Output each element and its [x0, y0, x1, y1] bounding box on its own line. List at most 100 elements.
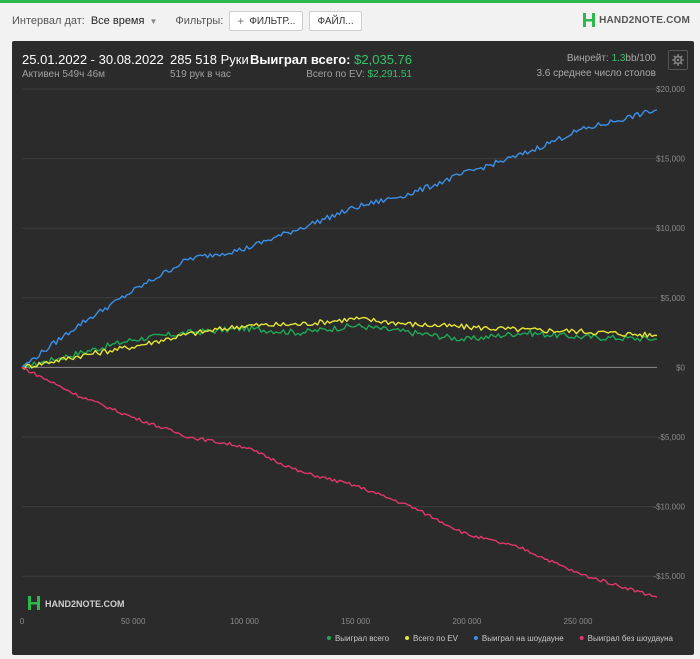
brand-logo: HAND2NOTE.COM	[583, 13, 690, 27]
data-point	[133, 417, 134, 418]
ev-total-value: $2,291.51	[367, 69, 413, 80]
gear-icon	[672, 54, 684, 66]
legend-marker	[326, 636, 331, 640]
data-point	[133, 339, 134, 340]
filter-button[interactable]: + ФИЛЬТР...	[229, 11, 304, 31]
data-point	[188, 258, 189, 259]
date-interval-label: Интервал дат:	[12, 15, 85, 27]
data-point	[656, 338, 657, 339]
series-line-1	[21, 323, 658, 369]
data-point	[299, 332, 300, 333]
data-point	[77, 325, 78, 326]
hands-per-hour: 519 рук в час	[170, 69, 231, 80]
data-point	[411, 332, 412, 333]
data-point	[466, 534, 467, 535]
won-total-label: Выиграл всего:	[249, 52, 351, 67]
won-total-value: $2,035.76	[354, 52, 412, 67]
legend-label: Всего по EV	[413, 634, 459, 643]
chevron-down-icon: ▼	[149, 16, 158, 26]
data-point	[466, 172, 467, 173]
data-point	[466, 326, 467, 327]
data-point	[656, 335, 657, 336]
winrate-unit: bb/100	[625, 53, 656, 64]
data-point	[244, 325, 245, 326]
data-point	[133, 290, 134, 291]
legend-marker	[405, 636, 410, 640]
data-point	[299, 471, 300, 472]
y-tick-label: $5,000	[661, 294, 686, 303]
data-point	[411, 193, 412, 194]
date-range: 25.01.2022 - 30.08.2022	[22, 52, 164, 67]
data-point	[355, 325, 356, 326]
active-time: Активен 549ч 46м	[22, 69, 106, 80]
x-tick-label: 50 000	[121, 617, 146, 626]
data-point	[577, 130, 578, 131]
y-tick-label: $10,000	[656, 224, 685, 233]
data-point	[656, 109, 657, 110]
winrate: Винрейт: 1.3bb/100	[567, 53, 656, 64]
data-point	[77, 395, 78, 396]
legend-label: Выиграл без шоудауна	[588, 634, 674, 643]
data-point	[299, 228, 300, 229]
legend-label: Выиграл на шоудауне	[482, 634, 564, 643]
x-tick-label: 0	[20, 617, 25, 626]
data-point	[522, 154, 523, 155]
series-line-3	[21, 109, 658, 369]
data-point	[355, 207, 356, 208]
legend-label: Выиграл всего	[335, 634, 390, 643]
series-line-2	[21, 316, 658, 370]
watermark-text: HAND2NOTE.COM	[45, 599, 125, 609]
brand-logo-text: HAND2NOTE.COM	[599, 14, 690, 26]
filters-label: Фильтры:	[175, 15, 224, 27]
data-point	[411, 506, 412, 507]
y-tick-label: -$5,000	[658, 433, 686, 442]
data-point	[77, 353, 78, 354]
data-point	[188, 333, 189, 334]
data-point	[522, 332, 523, 333]
file-button[interactable]: ФАЙЛ...	[309, 11, 362, 31]
data-point	[522, 548, 523, 549]
watermark-logo: HAND2NOTE.COM	[28, 596, 125, 610]
ev-total-label: Всего по EV:	[306, 69, 365, 80]
winrate-value: 1.3	[611, 53, 626, 64]
x-tick-label: 150 000	[341, 617, 370, 626]
data-point	[522, 329, 523, 330]
data-point	[77, 356, 78, 357]
data-point	[299, 324, 300, 325]
ev-total: Всего по EV: $2,291.51	[306, 69, 412, 80]
data-point	[188, 436, 189, 437]
hands-count: 285 518 Руки	[170, 52, 249, 67]
x-tick-label: 200 000	[452, 617, 481, 626]
data-point	[244, 248, 245, 249]
x-tick-label: 250 000	[564, 617, 593, 626]
data-point	[411, 324, 412, 325]
plus-icon: +	[237, 14, 245, 28]
data-point	[355, 485, 356, 486]
avg-tables: 3.6 среднее число столов	[536, 68, 656, 79]
y-tick-label: $20,000	[656, 85, 685, 94]
y-tick-label: -$15,000	[653, 572, 685, 581]
date-interval-dropdown[interactable]: Все время ▼	[91, 15, 158, 27]
series-line-4	[21, 366, 658, 598]
profit-chart: $20,000 $15,000 $10,000 $5,000 $0 -$5,000 -$10…	[20, 85, 686, 643]
data-point	[466, 339, 467, 340]
data-point	[577, 336, 578, 337]
winrate-label: Винрейт:	[566, 53, 609, 64]
legend-marker	[579, 636, 584, 640]
x-tick-label: 100 000	[230, 617, 259, 626]
date-interval-value: Все время	[90, 15, 145, 27]
data-point	[21, 367, 22, 368]
legend-marker	[473, 636, 478, 640]
filter-button-label: ФИЛЬТР...	[249, 15, 296, 27]
data-point	[355, 318, 356, 319]
file-button-label: ФАЙЛ...	[317, 15, 354, 27]
toolbar: Интервал дат: Все время ▼ Фильтры: + ФИЛ…	[0, 3, 700, 39]
y-tick-label: $0	[676, 363, 685, 372]
data-point	[133, 346, 134, 347]
data-point	[656, 596, 657, 597]
settings-button[interactable]	[668, 50, 688, 70]
won-total: Выиграл всего: $2,035.76	[250, 52, 412, 67]
top-accent-bar	[0, 0, 700, 3]
y-tick-label: -$10,000	[653, 503, 685, 512]
y-tick-label: $15,000	[656, 155, 685, 164]
